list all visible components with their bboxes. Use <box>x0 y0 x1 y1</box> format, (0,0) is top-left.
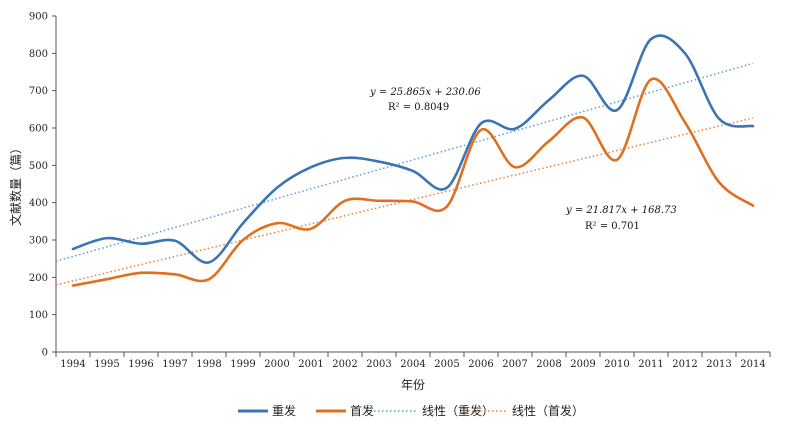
y-tick-label: 200 <box>29 273 48 284</box>
trendline-1 <box>55 62 754 263</box>
legend-label-trend-2: 线性（首发） <box>512 403 584 418</box>
y-tick-label: 600 <box>29 124 48 135</box>
x-tick-label: 1995 <box>94 359 119 370</box>
x-tick-label: 2004 <box>400 359 425 370</box>
trendline-layer <box>55 62 754 286</box>
legend-label-series-2: 首发 <box>350 403 374 418</box>
y-axis-ticks: 0 100 200 300 400 500 600 700 800 900 <box>29 12 56 359</box>
x-axis-title: 年份 <box>401 378 425 392</box>
x-tick-label: 2003 <box>366 359 391 370</box>
x-tick-label: 1998 <box>196 359 221 370</box>
x-tick-label: 2009 <box>570 359 595 370</box>
x-tick-label: 1996 <box>128 359 153 370</box>
x-tick-label: 2013 <box>706 359 731 370</box>
x-tick-label: 1994 <box>60 359 85 370</box>
x-tick-label: 2010 <box>604 359 629 370</box>
equation-2-formula: y = 21.817x + 168.73 <box>565 205 677 216</box>
y-tick-label: 0 <box>42 348 48 359</box>
equation-1-formula: y = 25.865x + 230.06 <box>369 87 481 98</box>
series-line-1 <box>71 34 755 264</box>
x-tick-label: 2007 <box>502 359 527 370</box>
equation-1-r2: R² = 0.8049 <box>388 102 449 113</box>
series-line-2 <box>71 77 755 287</box>
legend-item-series-1: 重发 <box>238 403 296 418</box>
y-tick-label: 800 <box>29 49 48 60</box>
x-tick-label: 1999 <box>230 359 255 370</box>
y-tick-label: 900 <box>29 12 48 23</box>
legend-item-trend-1: 线性（重发） <box>374 403 494 418</box>
legend-label-series-1: 重发 <box>272 403 296 418</box>
y-tick-label: 700 <box>29 86 48 97</box>
x-tick-label: 2001 <box>298 359 323 370</box>
y-tick-label: 300 <box>29 236 48 247</box>
trendline-2 <box>55 117 754 286</box>
equation-2-r2: R² = 0.701 <box>585 221 640 232</box>
x-tick-label: 2000 <box>264 359 289 370</box>
series-layer <box>71 34 755 287</box>
y-axis-title: 文献数量（篇） <box>8 142 23 226</box>
legend-item-trend-2: 线性（首发） <box>464 403 584 418</box>
equation-annotation-1: y = 25.865x + 230.06 R² = 0.8049 <box>369 87 481 113</box>
x-tick-label: 1997 <box>162 359 187 370</box>
legend: 重发 首发 线性（重发） 线性（首发） <box>238 403 584 418</box>
x-tick-label: 2002 <box>332 359 357 370</box>
y-tick-label: 400 <box>29 198 48 209</box>
x-tick-label: 2012 <box>672 359 697 370</box>
x-tick-label: 2008 <box>536 359 561 370</box>
x-tick-label: 2011 <box>638 359 663 370</box>
x-tick-label: 2006 <box>468 359 493 370</box>
y-tick-label: 500 <box>29 161 48 172</box>
x-tick-label: 2005 <box>434 359 459 370</box>
legend-label-trend-1: 线性（重发） <box>422 403 494 418</box>
legend-item-series-2: 首发 <box>316 403 374 418</box>
y-tick-label: 100 <box>29 310 48 321</box>
equation-annotation-2: y = 21.817x + 168.73 R² = 0.701 <box>565 205 677 232</box>
x-tick-label: 2014 <box>740 359 765 370</box>
x-axis-ticks: 1994 1995 1996 1997 1998 1999 2000 2001 2002 2003… <box>55 352 771 370</box>
